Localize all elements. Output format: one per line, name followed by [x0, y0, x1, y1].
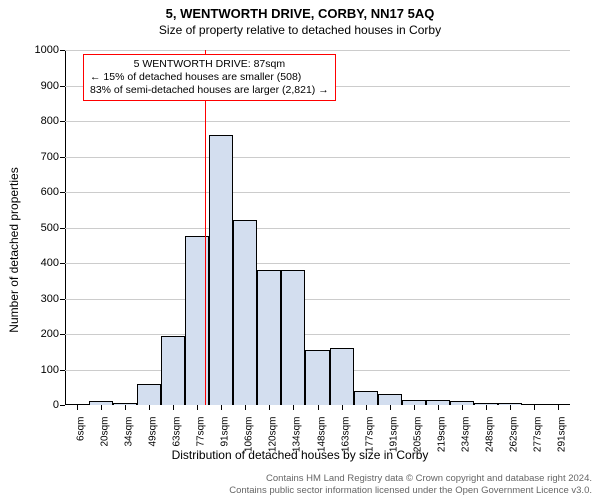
x-tick-mark — [318, 405, 319, 410]
x-tick-label: 91sqm — [220, 417, 231, 447]
histogram-bar — [378, 394, 402, 405]
annotation-line: ← 15% of detached houses are smaller (50… — [90, 71, 329, 84]
x-tick-label: 77sqm — [196, 417, 207, 447]
x-tick-mark — [438, 405, 439, 410]
y-tick-mark — [60, 405, 65, 406]
footer-line-2: Contains public sector information licen… — [229, 485, 592, 496]
x-tick-label: 177sqm — [364, 417, 375, 453]
annotation-box: 5 WENTWORTH DRIVE: 87sqm← 15% of detache… — [83, 54, 336, 101]
x-tick-mark — [414, 405, 415, 410]
y-tick-label: 900 — [41, 80, 59, 92]
x-tick-label: 134sqm — [292, 417, 303, 453]
x-tick-label: 163sqm — [340, 417, 351, 453]
x-tick-mark — [486, 405, 487, 410]
x-tick-mark — [101, 405, 102, 410]
y-tick-label: 400 — [41, 257, 59, 269]
x-tick-label: 262sqm — [508, 417, 519, 453]
y-axis-label: Number of detached properties — [7, 167, 21, 332]
y-tick-label: 0 — [53, 399, 59, 411]
histogram-bar — [330, 348, 354, 405]
y-tick-mark — [60, 86, 65, 87]
y-tick-label: 700 — [41, 151, 59, 163]
y-tick-mark — [60, 334, 65, 335]
y-tick-label: 500 — [41, 222, 59, 234]
y-tick-label: 800 — [41, 115, 59, 127]
histogram-bar — [209, 135, 233, 405]
y-tick-mark — [60, 228, 65, 229]
gridline — [65, 299, 570, 300]
x-tick-mark — [462, 405, 463, 410]
x-tick-mark — [293, 405, 294, 410]
reference-line — [205, 50, 206, 405]
footer-line-1: Contains HM Land Registry data © Crown c… — [229, 473, 592, 484]
x-tick-mark — [269, 405, 270, 410]
x-tick-mark — [173, 405, 174, 410]
annotation-line: 5 WENTWORTH DRIVE: 87sqm — [90, 58, 329, 71]
y-tick-mark — [60, 263, 65, 264]
y-tick-label: 100 — [41, 364, 59, 376]
chart-title: 5, WENTWORTH DRIVE, CORBY, NN17 5AQ — [0, 0, 600, 21]
y-tick-mark — [60, 50, 65, 51]
gridline — [65, 228, 570, 229]
gridline — [65, 263, 570, 264]
x-tick-label: 291sqm — [556, 417, 567, 453]
x-tick-label: 106sqm — [244, 417, 255, 453]
x-tick-label: 219sqm — [436, 417, 447, 453]
x-tick-label: 148sqm — [316, 417, 327, 453]
x-tick-mark — [245, 405, 246, 410]
x-tick-mark — [125, 405, 126, 410]
x-tick-label: 205sqm — [412, 417, 423, 453]
gridline — [65, 121, 570, 122]
x-tick-mark — [77, 405, 78, 410]
y-tick-label: 1000 — [35, 44, 59, 56]
plot-area: 010020030040050060070080090010006sqm20sq… — [65, 50, 570, 405]
x-tick-label: 34sqm — [124, 417, 135, 447]
y-tick-mark — [60, 370, 65, 371]
x-tick-label: 63sqm — [172, 417, 183, 447]
footer-attribution: Contains HM Land Registry data © Crown c… — [229, 473, 592, 496]
x-tick-mark — [510, 405, 511, 410]
histogram-bar — [137, 384, 161, 405]
gridline — [65, 334, 570, 335]
gridline — [65, 50, 570, 51]
gridline — [65, 157, 570, 158]
histogram-bar — [305, 350, 329, 405]
histogram-bar — [233, 220, 257, 405]
x-tick-label: 6sqm — [76, 417, 87, 441]
x-tick-mark — [390, 405, 391, 410]
x-tick-mark — [197, 405, 198, 410]
chart-subtitle: Size of property relative to detached ho… — [0, 21, 600, 37]
x-tick-label: 191sqm — [388, 417, 399, 453]
x-tick-label: 248sqm — [484, 417, 495, 453]
x-tick-mark — [149, 405, 150, 410]
x-tick-mark — [366, 405, 367, 410]
x-tick-mark — [342, 405, 343, 410]
y-tick-label: 600 — [41, 186, 59, 198]
histogram-bar — [161, 336, 185, 405]
x-tick-label: 20sqm — [100, 417, 111, 447]
y-tick-mark — [60, 299, 65, 300]
y-tick-label: 300 — [41, 293, 59, 305]
y-tick-label: 200 — [41, 328, 59, 340]
x-tick-label: 277sqm — [532, 417, 543, 453]
y-tick-mark — [60, 192, 65, 193]
x-tick-label: 49sqm — [148, 417, 159, 447]
annotation-line: 83% of semi-detached houses are larger (… — [90, 84, 329, 97]
gridline — [65, 192, 570, 193]
x-tick-label: 120sqm — [268, 417, 279, 453]
x-tick-mark — [558, 405, 559, 410]
x-axis-label: Distribution of detached houses by size … — [172, 448, 429, 462]
x-tick-mark — [534, 405, 535, 410]
y-tick-mark — [60, 157, 65, 158]
chart-container: 5, WENTWORTH DRIVE, CORBY, NN17 5AQ Size… — [0, 0, 600, 500]
histogram-bar — [281, 270, 305, 405]
x-tick-label: 234sqm — [460, 417, 471, 453]
histogram-bar — [257, 270, 281, 405]
y-tick-mark — [60, 121, 65, 122]
x-tick-mark — [221, 405, 222, 410]
histogram-bar — [354, 391, 378, 405]
